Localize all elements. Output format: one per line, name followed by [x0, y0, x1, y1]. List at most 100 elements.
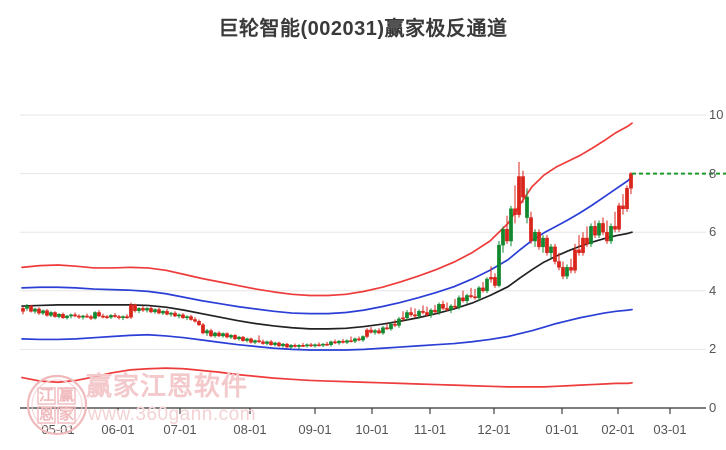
candle-body [473, 296, 477, 299]
x-axis-label: 06-01 [101, 422, 135, 437]
candle-body [73, 314, 77, 317]
candle-body [229, 335, 233, 338]
candle-body [325, 343, 329, 346]
candle-body [529, 217, 533, 242]
candle-body [405, 312, 409, 319]
candle-body [109, 315, 113, 318]
candle-body [541, 237, 545, 248]
candle-body [561, 267, 565, 277]
candle-body [185, 316, 189, 319]
x-axis-label: 02-01 [601, 422, 635, 437]
x-axis-label: 03-01 [653, 422, 687, 437]
candle-body [93, 312, 97, 319]
candle-body [577, 249, 581, 253]
candle-body [485, 278, 489, 292]
candle-body [85, 315, 89, 318]
candle-body [445, 308, 449, 310]
candle-body [365, 329, 369, 337]
candle-body [341, 340, 345, 343]
candle-body [537, 231, 541, 248]
candle-body [549, 246, 553, 253]
candle-body [533, 231, 537, 242]
candle-body [249, 338, 253, 343]
candle-body [321, 343, 325, 346]
candle-body [553, 246, 557, 262]
candle-body [613, 226, 617, 230]
candle-body [433, 309, 437, 313]
candle-body [573, 249, 577, 271]
candle-body [305, 344, 309, 347]
candle-body [585, 237, 589, 245]
candle-body [569, 267, 573, 271]
candle-body [173, 312, 177, 317]
candle-body [281, 343, 285, 347]
candle-body [133, 304, 137, 311]
band-line-outer_lower_band [21, 367, 633, 388]
candle-body [177, 314, 181, 317]
x-axis-label: 07-01 [163, 422, 197, 437]
band-line-inner_upper_band [21, 175, 633, 315]
candle-body [21, 308, 25, 312]
candle-body [457, 297, 461, 308]
candle-body [153, 309, 157, 313]
candle-body [37, 308, 41, 314]
candle-body [97, 312, 101, 317]
candle-body [257, 340, 261, 343]
band-line-outer_upper_band [21, 122, 633, 297]
candle-body [81, 315, 85, 318]
candle-body [121, 316, 125, 319]
candle-body [413, 314, 417, 317]
candle-body [513, 208, 517, 215]
candle-body [625, 188, 629, 210]
y-axis-label: 8 [709, 165, 717, 181]
candle-body [169, 312, 173, 315]
candle-body [161, 311, 165, 314]
candle-body [565, 267, 569, 277]
candle-body [461, 297, 465, 302]
candle-body [245, 338, 249, 341]
candle-body [213, 332, 217, 337]
candle-body [49, 312, 53, 316]
candle-body [253, 340, 257, 343]
candle-body [497, 244, 501, 286]
candle-body [369, 329, 373, 333]
candle-body [57, 313, 61, 317]
candle-body [157, 309, 161, 314]
candle-body [505, 229, 509, 242]
candle-body [417, 311, 421, 317]
x-axis-label: 08-01 [233, 422, 267, 437]
candle-body [189, 316, 193, 320]
candle-body [53, 312, 57, 317]
candle-body [273, 342, 277, 345]
candle-body [265, 341, 269, 344]
candle-body [437, 304, 441, 313]
candle-body [141, 308, 145, 311]
candle-body [353, 338, 357, 342]
candle-body [221, 333, 225, 337]
candle-body [125, 316, 129, 319]
candle-body [489, 277, 493, 280]
candle-body [449, 305, 453, 310]
candle-body [361, 336, 365, 341]
candle-body [525, 196, 529, 218]
candle-body [313, 344, 317, 347]
candle-body [617, 205, 621, 230]
candle-body [301, 345, 305, 347]
candle-body [193, 319, 197, 322]
candle-body [601, 223, 605, 233]
candle-body [453, 305, 457, 308]
channel-bands [21, 122, 633, 388]
candle-body [269, 341, 273, 345]
candle-body [421, 311, 425, 313]
candle-body [337, 340, 341, 344]
y-axis-label: 4 [709, 282, 717, 298]
candle-body [277, 342, 281, 347]
x-axis-label: 11-01 [413, 422, 447, 437]
candle-body [545, 237, 549, 253]
candle-body [69, 314, 73, 317]
page-title: 巨轮智能(002031)赢家极反通道 [218, 18, 508, 40]
candle-body [377, 330, 381, 334]
candle-body [225, 333, 229, 338]
